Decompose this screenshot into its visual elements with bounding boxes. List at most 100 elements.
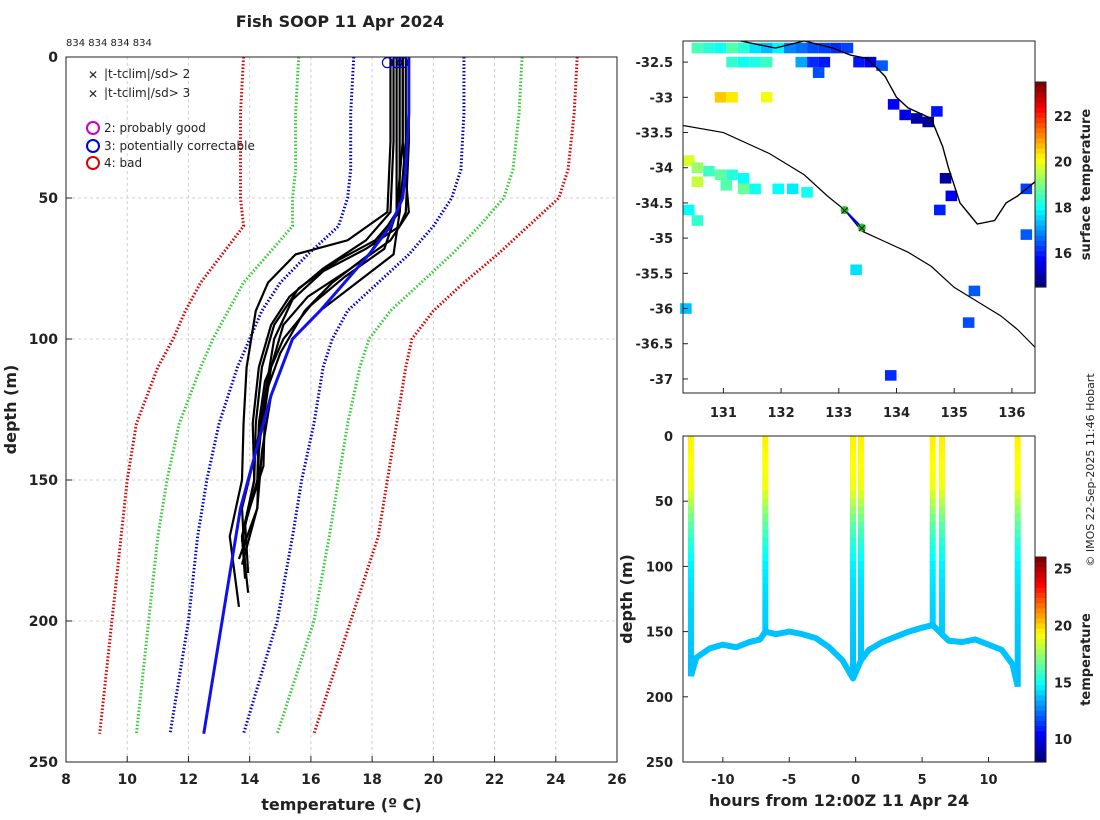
cast-segment: [687, 436, 694, 445]
map-lon-label: 133: [825, 406, 852, 421]
cast-segment: [857, 490, 864, 500]
cast-segment: [762, 623, 769, 633]
colorbar-segment: [1035, 210, 1046, 216]
colorbar-segment: [1035, 587, 1046, 594]
cast-segment: [1014, 662, 1021, 672]
sst-cell: [737, 56, 750, 68]
map-lat-label: -34: [650, 162, 674, 177]
cast-segment: [929, 459, 936, 468]
colorbar-segment: [1035, 639, 1046, 645]
cast-segment: [687, 576, 694, 586]
legend-marker: [86, 156, 100, 170]
colorbar-segment: [1035, 184, 1046, 191]
cast-segment: [762, 608, 769, 617]
cast-segment: [857, 569, 864, 578]
colorbar-segment: [1035, 746, 1046, 753]
cast-segment: [857, 459, 864, 468]
colorbar-segment: [1035, 628, 1046, 635]
cast-segment: [929, 467, 936, 476]
cast-segment: [929, 436, 936, 445]
cast-segment: [687, 647, 694, 656]
colorbar-segment: [1035, 633, 1046, 640]
colorbar-segment: [1035, 281, 1046, 288]
cast-segment: [762, 529, 769, 539]
sst-cell: [818, 42, 831, 54]
x-axis-label: temperature (º C): [261, 795, 421, 814]
section-y-tick-label: 200: [646, 691, 673, 706]
cast-segment: [857, 443, 864, 453]
cast-segment: [850, 522, 857, 531]
section-x-tick-label: -5: [782, 773, 796, 788]
cast-segment: [939, 436, 946, 445]
cast-segment: [687, 639, 694, 648]
sst-cell: [737, 183, 750, 195]
cast-segment: [762, 600, 769, 609]
cast-segment: [1014, 498, 1021, 507]
colorbar-segment: [1035, 164, 1046, 170]
cast-segment: [929, 506, 936, 515]
cast-segment: [857, 615, 864, 625]
cast-segment: [929, 537, 936, 547]
cast-segment: [939, 561, 946, 570]
cast-segment: [939, 506, 946, 515]
x-tick-label: 8: [61, 772, 71, 788]
map-lon-label: 136: [998, 406, 1025, 421]
cast-segment: [762, 490, 769, 500]
section-x-axis-label: hours from 12:00Z 11 Apr 24: [709, 791, 969, 810]
cast-segment: [762, 537, 769, 547]
colorbar-segment: [1035, 731, 1046, 737]
sst-cell: [818, 56, 831, 68]
sst-cell: [726, 42, 738, 54]
colorbar-segment: [1035, 138, 1046, 145]
profile-ids: 834 834 834 834: [66, 38, 152, 49]
colorbar-segment: [1035, 700, 1046, 707]
colorbar-segment: [1035, 123, 1046, 129]
cast-segment: [850, 631, 857, 640]
colorbar-segment: [1035, 133, 1046, 139]
cast-segment: [929, 553, 936, 562]
figure-title: Fish SOOP 11 Apr 2024: [236, 12, 445, 31]
flag-marker: [381, 57, 394, 69]
cast-segment: [762, 615, 769, 625]
colorbar-segment: [1035, 82, 1046, 88]
cast-segment: [850, 537, 857, 547]
cast-segment: [857, 576, 864, 586]
cast-segment: [850, 482, 857, 492]
cast-segment: [857, 553, 864, 562]
cast-segment: [1014, 623, 1021, 633]
colorbar-tick-label: 10: [1054, 733, 1072, 748]
sst-cell: [962, 317, 975, 328]
map-lon-label: 132: [768, 406, 795, 421]
colorbar-segment: [1035, 598, 1046, 604]
sst-cell: [703, 165, 715, 177]
cast-segment: [762, 467, 769, 476]
cast-segment: [939, 514, 946, 523]
colorbar-segment: [1035, 592, 1046, 599]
map-lon-label: 134: [883, 406, 910, 421]
cast-segment: [687, 451, 694, 460]
section-x-tick-label: 5: [918, 773, 927, 788]
sst-cell: [737, 173, 750, 184]
cast-segment: [939, 482, 946, 492]
cast-segment: [939, 467, 946, 476]
cast-segment: [857, 639, 864, 648]
cast-segment: [762, 498, 769, 507]
y-tick-label: 50: [39, 191, 59, 207]
cast-segment: [687, 459, 694, 468]
colorbar-segment: [1035, 117, 1046, 124]
cast-segment: [929, 490, 936, 500]
flag-marker: [391, 57, 403, 69]
cast-segment: [1014, 569, 1021, 578]
cast-segment: [857, 545, 864, 554]
colorbar-segment: [1035, 158, 1046, 165]
cast-segment: [1014, 451, 1021, 460]
sst-cell: [783, 42, 796, 54]
cast-segment: [857, 467, 864, 476]
colorbar-segment: [1035, 92, 1046, 98]
cast-segment: [857, 592, 864, 601]
cast-segment: [687, 482, 694, 492]
colorbar-segment: [1035, 251, 1046, 257]
section-y-tick-label: 0: [664, 430, 673, 445]
sst-cell: [772, 183, 784, 195]
